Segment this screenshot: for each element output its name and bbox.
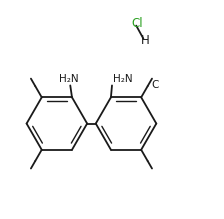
Text: H₂N: H₂N <box>59 74 79 83</box>
Text: Cl: Cl <box>131 16 143 30</box>
Text: H: H <box>141 34 150 47</box>
Text: C: C <box>152 80 159 90</box>
Text: H₂N: H₂N <box>113 74 132 83</box>
